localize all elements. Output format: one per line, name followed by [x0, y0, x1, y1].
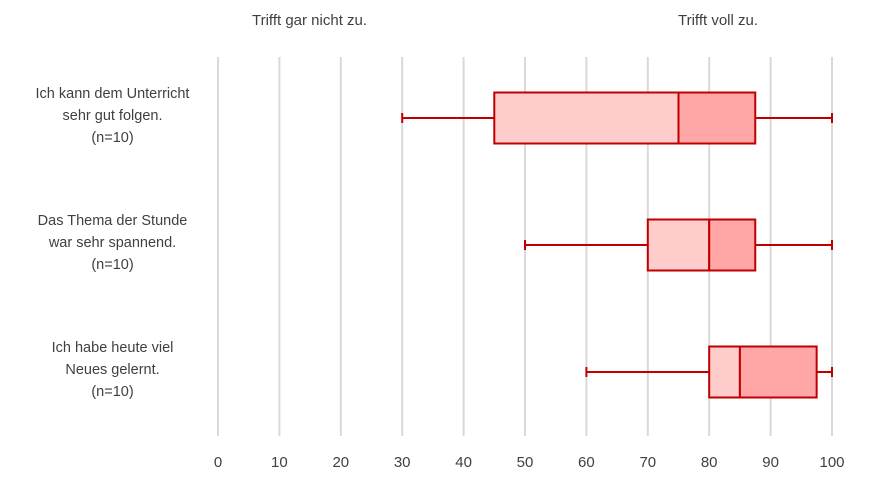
box-upper: [677, 91, 757, 145]
category-label: Ich kann dem Unterricht sehr gut folgen. (…: [10, 83, 215, 149]
box-lower: [708, 345, 741, 399]
x-tick-label: 50: [517, 454, 534, 471]
x-tick-label: 20: [332, 454, 349, 471]
x-axis-ticks: 0 10 20 30 40 50 60 70 80 90 100: [214, 454, 845, 471]
x-tick-label: 80: [701, 454, 718, 471]
x-tick-label: 0: [214, 454, 222, 471]
category-label-line: Ich kann dem Unterricht: [35, 86, 190, 102]
x-tick-label: 90: [762, 454, 779, 471]
category-label-line: (n=10): [91, 384, 134, 400]
category-label: Ich habe heute viel Neues gelernt. (n=10): [10, 337, 215, 403]
box-upper: [738, 345, 818, 399]
category-label-line: war sehr spannend.: [48, 235, 177, 251]
boxplots: [401, 91, 833, 399]
boxplot-row: [585, 345, 833, 399]
x-tick-label: 60: [578, 454, 595, 471]
scale-high-label: Trifft voll zu.: [678, 12, 759, 29]
category-label-line: (n=10): [91, 130, 134, 146]
x-tick-label: 100: [819, 454, 844, 471]
category-label-line: sehr gut folgen.: [62, 108, 163, 124]
box-upper: [708, 218, 757, 272]
boxplot-row: [401, 91, 833, 145]
category-label-line: (n=10): [91, 257, 134, 273]
category-label-line: Das Thema der Stunde: [37, 213, 188, 229]
x-tick-label: 10: [271, 454, 288, 471]
scale-low-label: Trifft gar nicht zu.: [252, 12, 368, 29]
category-label-line: Ich habe heute viel: [51, 340, 174, 356]
box-lower: [493, 91, 680, 145]
category-label: Das Thema der Stunde war sehr spannend. (n…: [10, 210, 215, 276]
box-lower: [646, 218, 711, 272]
x-tick-label: 30: [394, 454, 411, 471]
x-tick-label: 40: [455, 454, 472, 471]
category-label-line: Neues gelernt.: [65, 362, 160, 378]
boxplot-row: [524, 218, 833, 272]
x-tick-label: 70: [639, 454, 656, 471]
